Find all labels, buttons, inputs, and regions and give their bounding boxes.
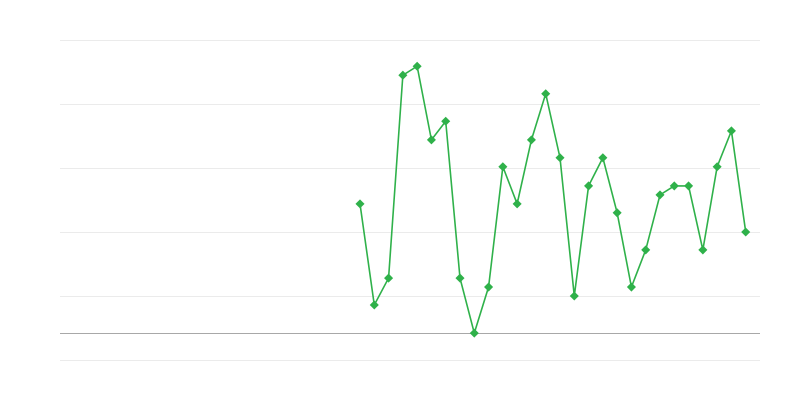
data-point <box>655 190 665 200</box>
data-point <box>684 181 694 191</box>
data-point <box>398 70 408 80</box>
data-point <box>569 291 579 301</box>
data-point <box>612 208 622 218</box>
series-line <box>359 64 747 337</box>
data-point <box>355 199 365 209</box>
data-point <box>498 162 508 172</box>
data-point <box>526 135 536 145</box>
data-point <box>726 126 736 136</box>
data-point <box>412 61 422 71</box>
data-point <box>584 181 594 191</box>
data-point <box>455 273 465 283</box>
data-point <box>626 282 636 292</box>
data-point <box>555 153 565 163</box>
data-point <box>712 162 722 172</box>
data-point <box>741 227 751 237</box>
data-point <box>541 89 551 99</box>
data-point <box>484 282 494 292</box>
data-point <box>469 328 479 338</box>
data-point <box>384 273 394 283</box>
data-point <box>426 135 436 145</box>
data-point <box>441 116 451 126</box>
data-point <box>369 300 379 310</box>
data-point <box>641 245 651 255</box>
data-point <box>512 199 522 209</box>
data-point <box>698 245 708 255</box>
data-point <box>669 181 679 191</box>
data-point <box>598 153 608 163</box>
